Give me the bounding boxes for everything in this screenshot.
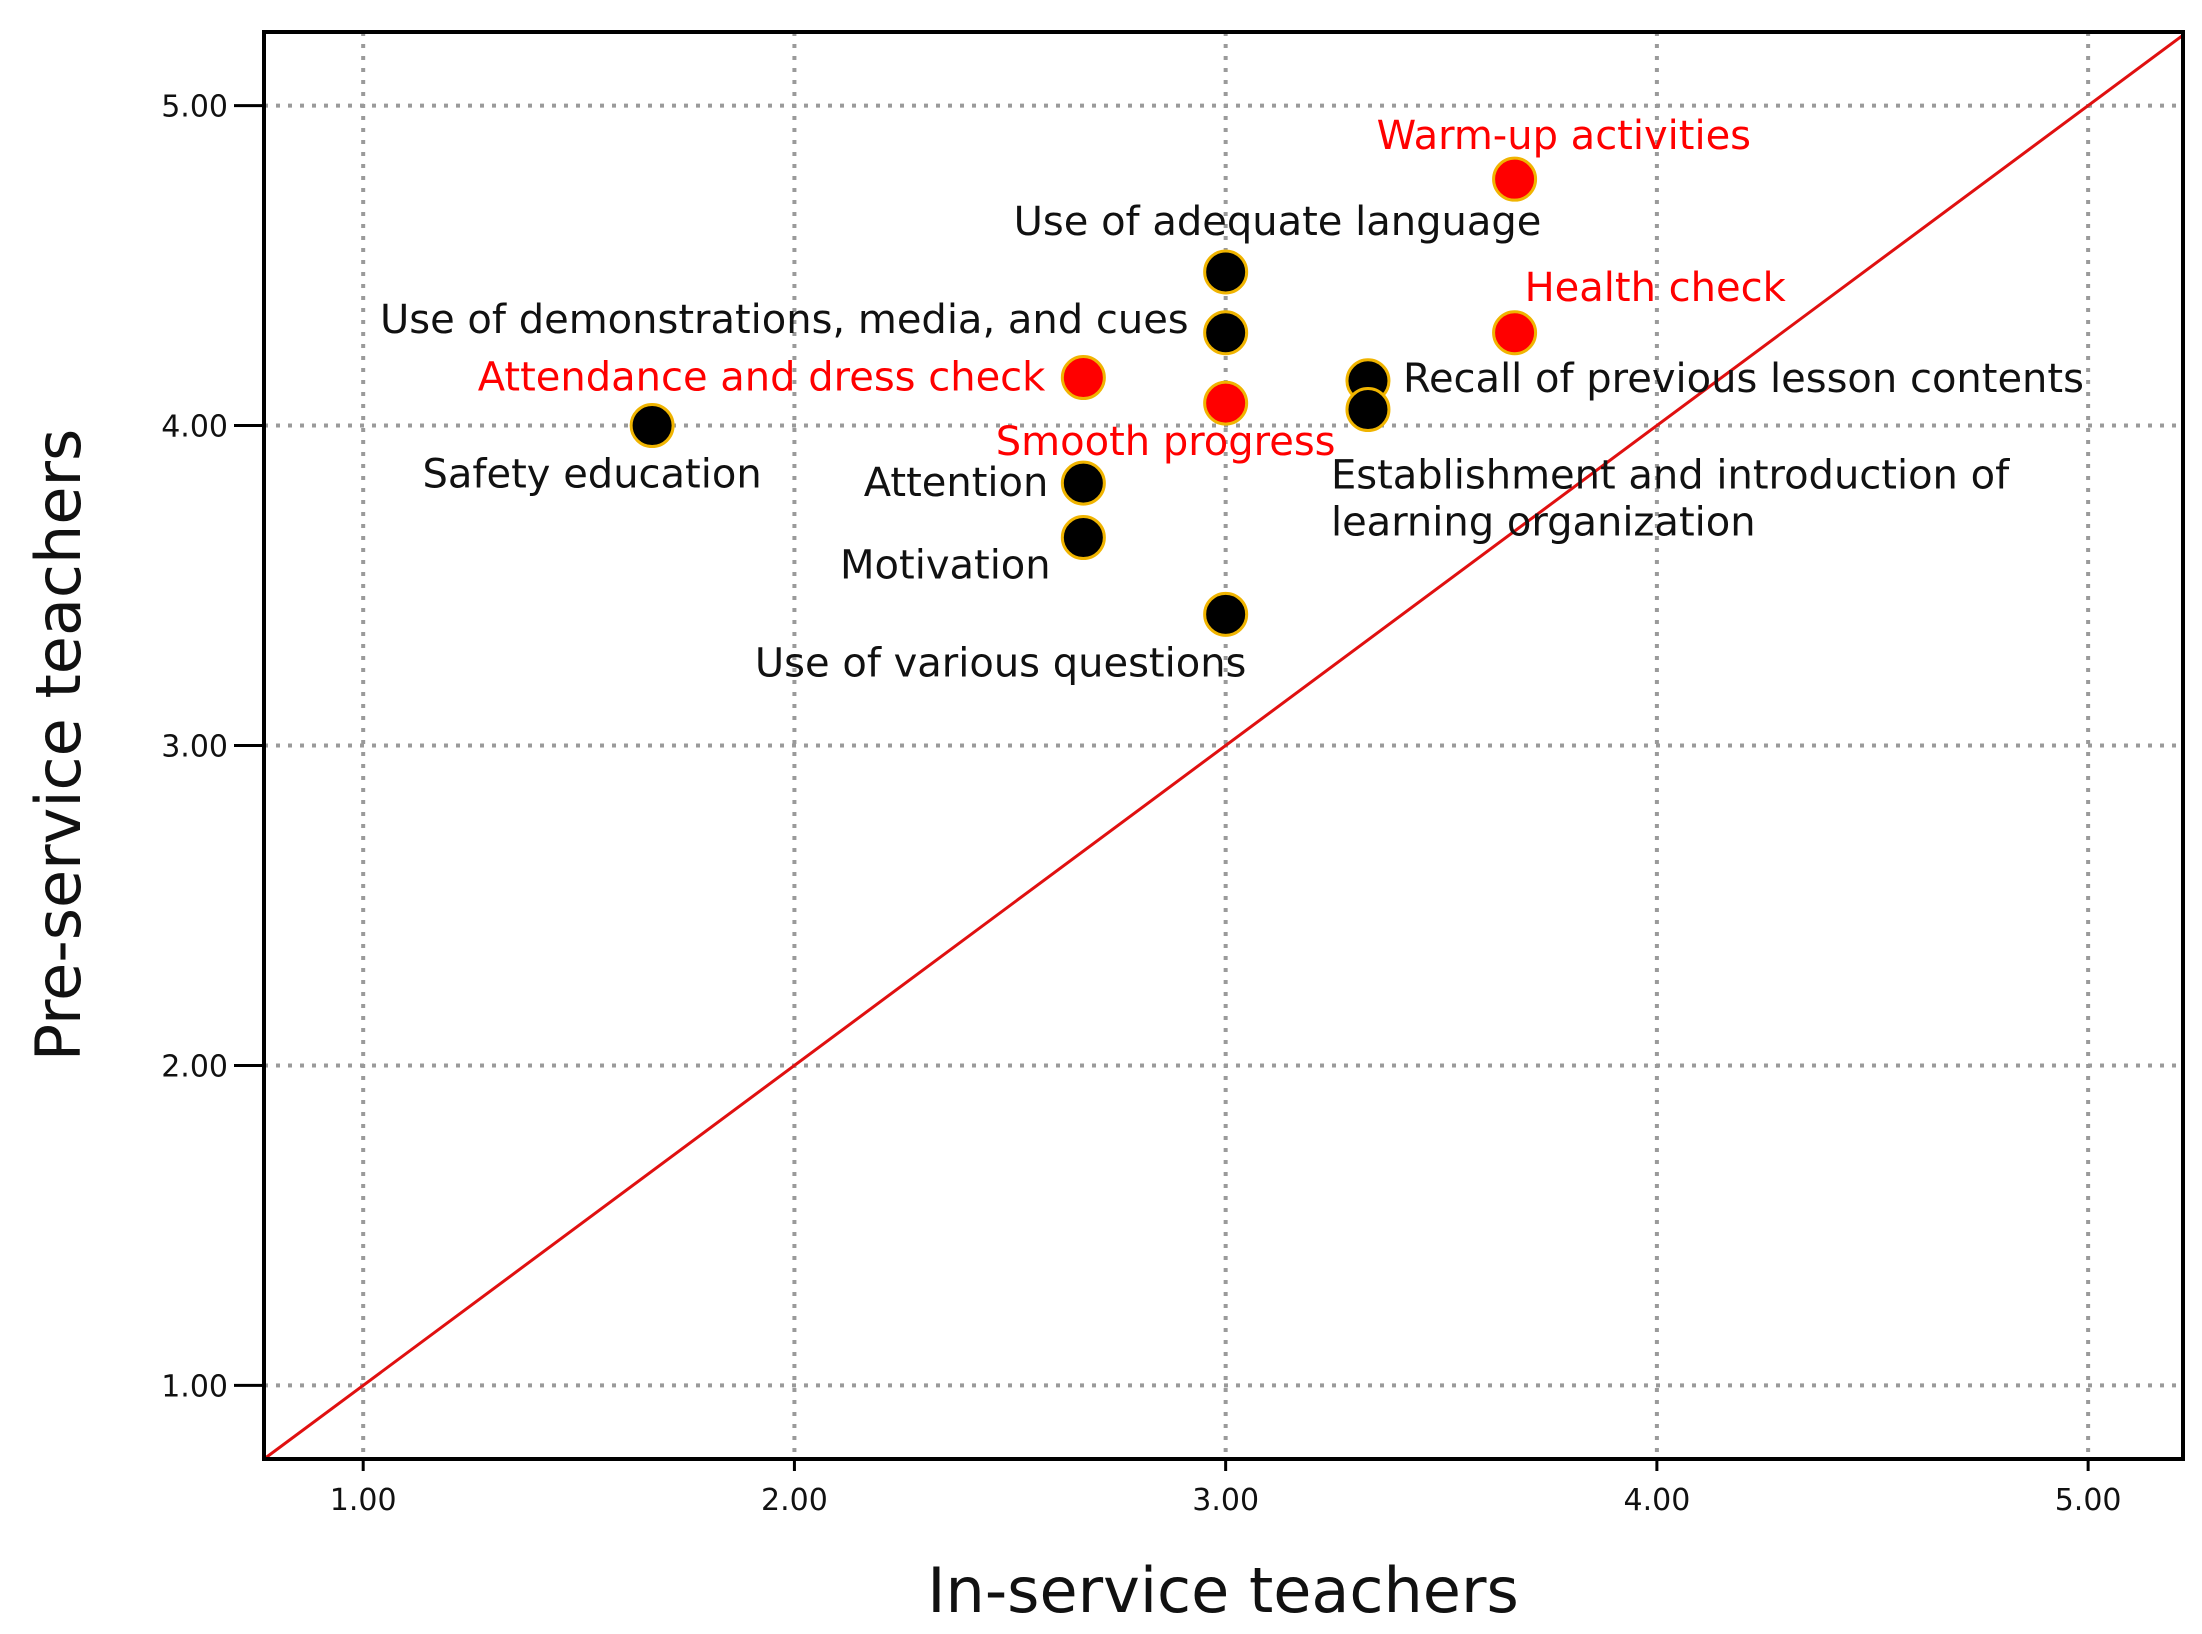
point-label: Attendance and dress check	[478, 355, 1046, 401]
point-label: Recall of previous lesson contents	[1403, 356, 2084, 402]
x-tick-label: 4.00	[1623, 1483, 1690, 1518]
y-tick-label: 2.00	[161, 1049, 228, 1084]
point-label: Smooth progress	[996, 419, 1336, 465]
y-tick-label: 3.00	[161, 730, 228, 765]
data-point	[1345, 387, 1391, 433]
point-label: Attention	[864, 460, 1049, 506]
point-label: Use of adequate language	[1014, 199, 1542, 245]
plot-frame	[262, 30, 2185, 1461]
y-tick-label: 5.00	[161, 90, 228, 125]
x-tick-label: 3.00	[1192, 1483, 1259, 1518]
point-label: Motivation	[840, 543, 1051, 589]
x-axis-title: In-service teachers	[927, 1554, 1519, 1627]
point-label: Health check	[1525, 265, 1787, 311]
point-label: Use of various questions	[755, 640, 1246, 686]
data-point	[629, 403, 675, 449]
point-label: Warm-up activities	[1377, 113, 1751, 159]
point-labels: Warm-up activities Use of adequate langua…	[380, 113, 2084, 686]
point-label: Safety education	[423, 452, 762, 498]
data-point	[1203, 380, 1249, 426]
reference-line-layer	[263, 33, 2184, 1461]
data-point	[1060, 355, 1106, 401]
point-label: Establishment and introduction of learnin…	[1331, 453, 2010, 546]
y-axis-title: Pre-service teachers	[22, 429, 95, 1062]
x-tick-label: 1.00	[330, 1483, 397, 1518]
data-points	[629, 156, 1538, 637]
reference-line	[263, 33, 2184, 1461]
y-tick-label: 4.00	[161, 410, 228, 445]
data-point	[1203, 310, 1249, 356]
point-label-line: learning organization	[1331, 500, 1756, 546]
data-point	[1203, 591, 1249, 637]
x-tick-label: 2.00	[761, 1483, 828, 1518]
axes: 1.00 2.00 3.00 4.00 5.00 1.00 2.00 3.00 4.00 5.00	[161, 90, 2121, 1518]
data-point	[1060, 460, 1106, 506]
point-label: Use of demonstrations, media, and cues	[380, 297, 1189, 343]
point-label-line: Establishment and introduction of	[1331, 453, 2010, 499]
x-tick-label: 5.00	[2055, 1483, 2122, 1518]
data-point	[1492, 310, 1538, 356]
data-point	[1060, 515, 1106, 561]
data-point	[1203, 249, 1249, 295]
y-tick-label: 1.00	[161, 1369, 228, 1404]
data-point	[1492, 156, 1538, 202]
grid-lines	[264, 32, 2183, 1459]
